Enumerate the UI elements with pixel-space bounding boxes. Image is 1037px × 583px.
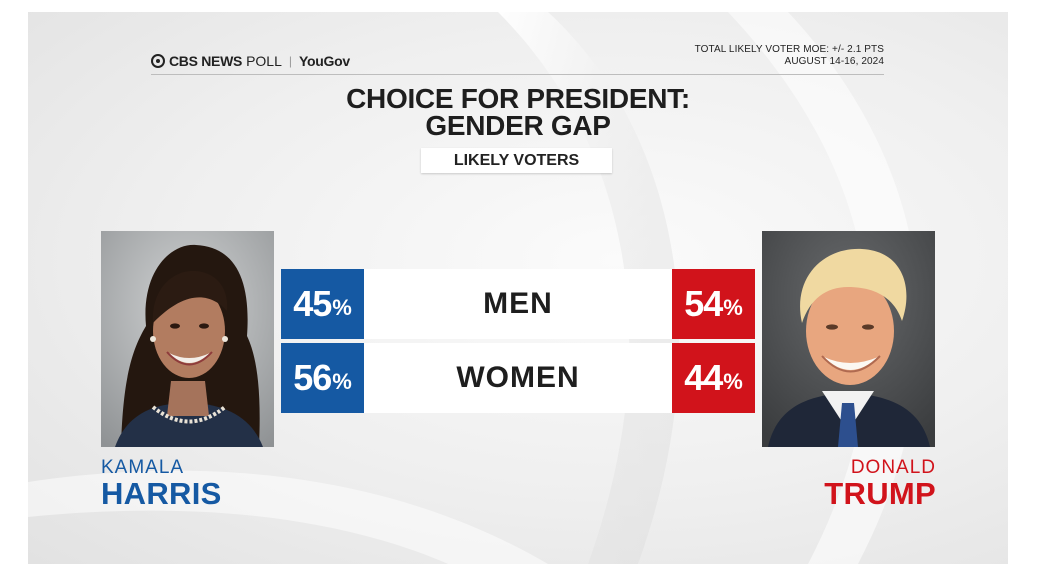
trump-portrait-icon	[762, 231, 935, 447]
harris-men-value: 45%	[281, 269, 364, 339]
category-label-men: MEN	[364, 269, 672, 339]
title-line-1: CHOICE FOR PRESIDENT:	[346, 83, 690, 114]
trump-women-value: 44%	[672, 343, 755, 413]
harris-men-number: 45	[293, 283, 332, 324]
header-divider	[151, 74, 884, 75]
row-men: 45% MEN 54%	[281, 269, 755, 339]
row-women: 56% WOMEN 44%	[281, 343, 755, 413]
trump-men-number: 54	[684, 283, 723, 324]
harris-name: KAMALA HARRIS	[101, 458, 222, 509]
poll-graphic: CBS NEWS POLL | YouGov TOTAL LIKELY VOTE…	[28, 12, 1008, 564]
logo-poll: POLL	[246, 53, 282, 69]
trump-men-value: 54%	[672, 269, 755, 339]
chart-title: CHOICE FOR PRESIDENT: GENDER GAP	[218, 83, 818, 141]
cbs-eye-icon	[151, 54, 165, 68]
trump-name: DONALD TRUMP	[824, 458, 936, 509]
harris-women-value: 56%	[281, 343, 364, 413]
trump-last-name: TRUMP	[824, 476, 936, 511]
trump-first-name: DONALD	[850, 457, 936, 478]
margin-of-error: TOTAL LIKELY VOTER MOE: +/- 2.1 PTS AUGU…	[695, 44, 884, 68]
logo-partner: YouGov	[299, 53, 350, 69]
percent-sign: %	[723, 295, 743, 320]
poll-dates: AUGUST 14-16, 2024	[784, 56, 884, 67]
cbs-yougov-logo: CBS NEWS POLL | YouGov	[151, 50, 350, 72]
percent-sign: %	[332, 369, 352, 394]
moe-text: TOTAL LIKELY VOTER MOE: +/- 2.1 PTS	[694, 44, 884, 55]
harris-first-name: KAMALA	[101, 457, 185, 478]
chart-subtitle: LIKELY VOTERS	[421, 148, 612, 173]
logo-separator: |	[288, 54, 292, 68]
title-line-2: GENDER GAP	[425, 110, 611, 141]
logo-brand: CBS NEWS	[169, 53, 243, 69]
harris-last-name: HARRIS	[101, 476, 222, 511]
percent-sign: %	[332, 295, 352, 320]
harris-portrait-icon	[101, 231, 274, 447]
percent-sign: %	[723, 369, 743, 394]
trump-women-number: 44	[684, 357, 723, 398]
category-label-women: WOMEN	[364, 343, 672, 413]
harris-women-number: 56	[293, 357, 332, 398]
